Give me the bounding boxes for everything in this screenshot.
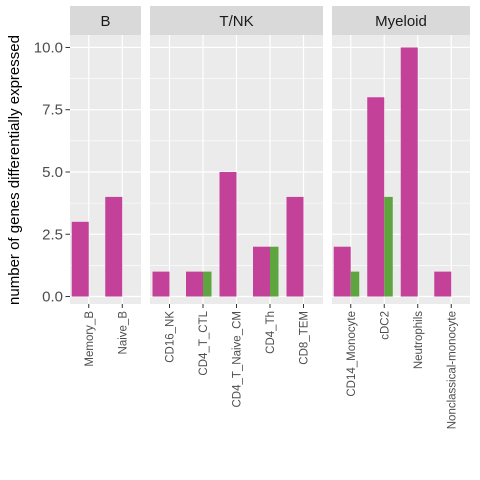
bar-series-a: [186, 271, 203, 297]
bar-series-a: [105, 196, 123, 297]
facet-b: B Memory_B Naive_B: [70, 6, 141, 367]
bar-series-a: [253, 246, 270, 297]
facet-panels: B Memory_B Naive_B T/NK CD16_NK CD4_T_CTL CD4_…: [70, 6, 470, 429]
facet-strip: [70, 6, 141, 35]
x-tick-label: CD16_NK: [165, 311, 177, 363]
bar-series-a: [434, 271, 452, 297]
facet-strip-label: B: [100, 13, 110, 30]
bar-series-b: [384, 196, 393, 297]
x-tick-label: cDC2: [379, 311, 391, 340]
bar-series-b: [350, 271, 360, 297]
y-tick-label: 5.0: [42, 164, 63, 181]
bar-series-a: [286, 196, 304, 297]
facet-strip: [332, 6, 470, 35]
x-tick-label: Neutrophils: [413, 311, 425, 369]
y-tick-label: 2.5: [42, 226, 63, 243]
bar-series-a: [71, 221, 89, 297]
x-tick-label: CD8_TEM: [299, 311, 311, 365]
x-tick-label: CD4_Th: [265, 311, 277, 354]
bar-series-a: [333, 246, 351, 297]
facet-strip-label: Myeloid: [375, 13, 427, 30]
bar-series-b: [270, 246, 279, 297]
y-axis-title: number of genes differentially expressed: [6, 35, 23, 305]
bar-series-a: [367, 97, 385, 297]
bar-series-a: [219, 171, 237, 297]
x-tick-label: CD14_Monocyte: [346, 311, 358, 397]
facet-strip-label: T/NK: [219, 13, 253, 30]
x-tick-label: Memory_B: [84, 311, 96, 367]
x-tick-label: Nonclassical-monocyte: [446, 311, 458, 429]
facet-strip: [150, 6, 323, 35]
y-axis: 0.0 2.5 5.0 7.5 10.0: [34, 39, 70, 306]
facet-myeloid: Myeloid CD14_Monocyte cDC2 Neutrophils Noncl…: [332, 6, 470, 429]
x-tick-label: CD4_T_Naive_CM: [232, 311, 244, 408]
y-tick-label: 7.5: [42, 102, 63, 119]
y-tick-label: 10.0: [34, 39, 63, 56]
x-tick-label: CD4_T_CTL: [198, 310, 210, 375]
x-tick-label: Naive_B: [117, 311, 129, 355]
facet-t-nk: T/NK CD16_NK CD4_T_CTL CD4_T_Naive_CM CD4_Th…: [150, 6, 323, 408]
y-axis-title-group: number of genes differentially expressed: [6, 35, 23, 305]
bar-series-a: [400, 47, 418, 297]
bar-series-b: [203, 271, 212, 297]
bar-series-a: [152, 271, 170, 297]
y-tick-label: 0.0: [42, 289, 63, 306]
